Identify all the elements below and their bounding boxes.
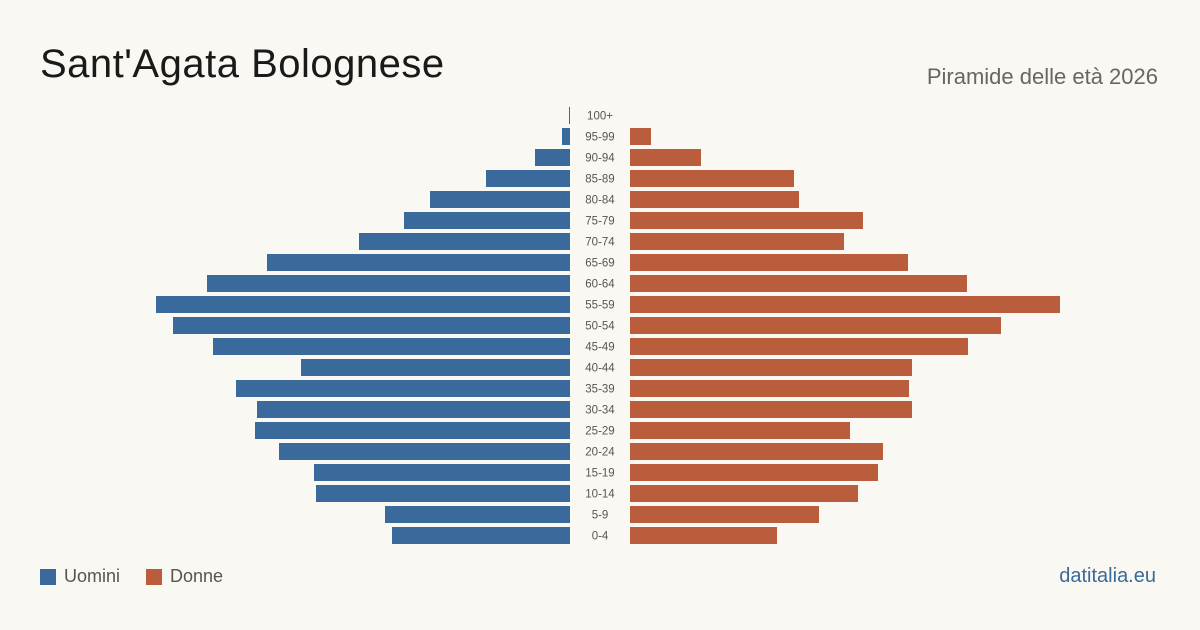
bar-men-20-24 bbox=[279, 443, 570, 460]
bar-women-65-69 bbox=[630, 254, 908, 271]
bar-men-60-64 bbox=[207, 275, 570, 292]
bar-women-55-59 bbox=[630, 296, 1060, 313]
bar-women-30-34 bbox=[630, 401, 912, 418]
bar-women-95-99 bbox=[630, 128, 651, 145]
age-label-20-24: 20-24 bbox=[585, 447, 615, 459]
bar-women-50-54 bbox=[630, 317, 1001, 334]
bar-men-100+ bbox=[569, 107, 570, 124]
legend-label-men: Uomini bbox=[64, 566, 121, 586]
age-label-55-59: 55-59 bbox=[585, 300, 614, 312]
age-label-35-39: 35-39 bbox=[585, 384, 614, 396]
bar-men-95-99 bbox=[562, 128, 570, 145]
legend-item-men: Uomini bbox=[40, 566, 120, 587]
chart-subtitle: Piramide delle età 2026 bbox=[926, 64, 1158, 89]
bar-men-75-79 bbox=[404, 212, 570, 229]
bar-women-60-64 bbox=[630, 275, 967, 292]
bar-women-90-94 bbox=[630, 149, 701, 166]
age-label-30-34: 30-34 bbox=[585, 405, 615, 417]
legend-item-women: Donne bbox=[146, 566, 223, 587]
bar-women-10-14 bbox=[630, 485, 858, 502]
bar-men-35-39 bbox=[236, 380, 570, 397]
age-label-75-79: 75-79 bbox=[585, 216, 614, 228]
bar-women-80-84 bbox=[630, 191, 799, 208]
age-label-70-74: 70-74 bbox=[585, 237, 615, 249]
age-label-60-64: 60-64 bbox=[585, 279, 615, 291]
age-label-15-19: 15-19 bbox=[585, 468, 614, 480]
age-label-10-14: 10-14 bbox=[585, 489, 615, 501]
bar-women-0-4 bbox=[630, 527, 777, 544]
bar-men-30-34 bbox=[257, 401, 570, 418]
bar-women-20-24 bbox=[630, 443, 883, 460]
age-label-45-49: 45-49 bbox=[585, 342, 614, 354]
bar-men-65-69 bbox=[267, 254, 570, 271]
bar-women-75-79 bbox=[630, 212, 863, 229]
age-label-95-99: 95-99 bbox=[585, 132, 614, 144]
bar-women-5-9 bbox=[630, 506, 819, 523]
bar-men-70-74 bbox=[359, 233, 570, 250]
bar-men-5-9 bbox=[385, 506, 570, 523]
age-label-100+: 100+ bbox=[587, 111, 613, 123]
legend-swatch-men bbox=[40, 568, 56, 585]
legend: Uomini Donne bbox=[40, 566, 223, 587]
bar-men-10-14 bbox=[316, 485, 570, 502]
age-label-25-29: 25-29 bbox=[585, 426, 614, 438]
bar-men-40-44 bbox=[301, 359, 570, 376]
population-pyramid-chart: 100+ 95-99 90-94 85-89 80-84 75-79 70-74 65-69 6… bbox=[156, 107, 1060, 544]
source-link[interactable]: datitalia.eu bbox=[1059, 565, 1156, 587]
bar-men-85-89 bbox=[486, 170, 570, 187]
bar-women-25-29 bbox=[630, 422, 850, 439]
bar-women-15-19 bbox=[630, 464, 878, 481]
age-label-85-89: 85-89 bbox=[585, 174, 614, 186]
age-label-40-44: 40-44 bbox=[585, 363, 615, 375]
age-label-50-54: 50-54 bbox=[585, 321, 615, 333]
age-label-5-9: 5-9 bbox=[592, 510, 609, 522]
bar-men-45-49 bbox=[213, 338, 570, 355]
age-label-90-94: 90-94 bbox=[585, 153, 615, 165]
age-label-65-69: 65-69 bbox=[585, 258, 614, 270]
bar-men-90-94 bbox=[535, 149, 570, 166]
bar-women-35-39 bbox=[630, 380, 909, 397]
age-label-0-4: 0-4 bbox=[592, 531, 609, 543]
bar-men-80-84 bbox=[430, 191, 570, 208]
bar-women-45-49 bbox=[630, 338, 968, 355]
bar-women-85-89 bbox=[630, 170, 794, 187]
bar-women-40-44 bbox=[630, 359, 912, 376]
bar-women-70-74 bbox=[630, 233, 844, 250]
bar-men-55-59 bbox=[156, 296, 570, 313]
bar-men-50-54 bbox=[173, 317, 570, 334]
bar-men-25-29 bbox=[255, 422, 570, 439]
bar-men-0-4 bbox=[392, 527, 570, 544]
bar-men-15-19 bbox=[314, 464, 570, 481]
page-title: Sant'Agata Bolognese bbox=[40, 42, 445, 86]
legend-swatch-women bbox=[146, 568, 163, 585]
legend-label-women: Donne bbox=[170, 566, 224, 586]
age-label-80-84: 80-84 bbox=[585, 195, 615, 207]
